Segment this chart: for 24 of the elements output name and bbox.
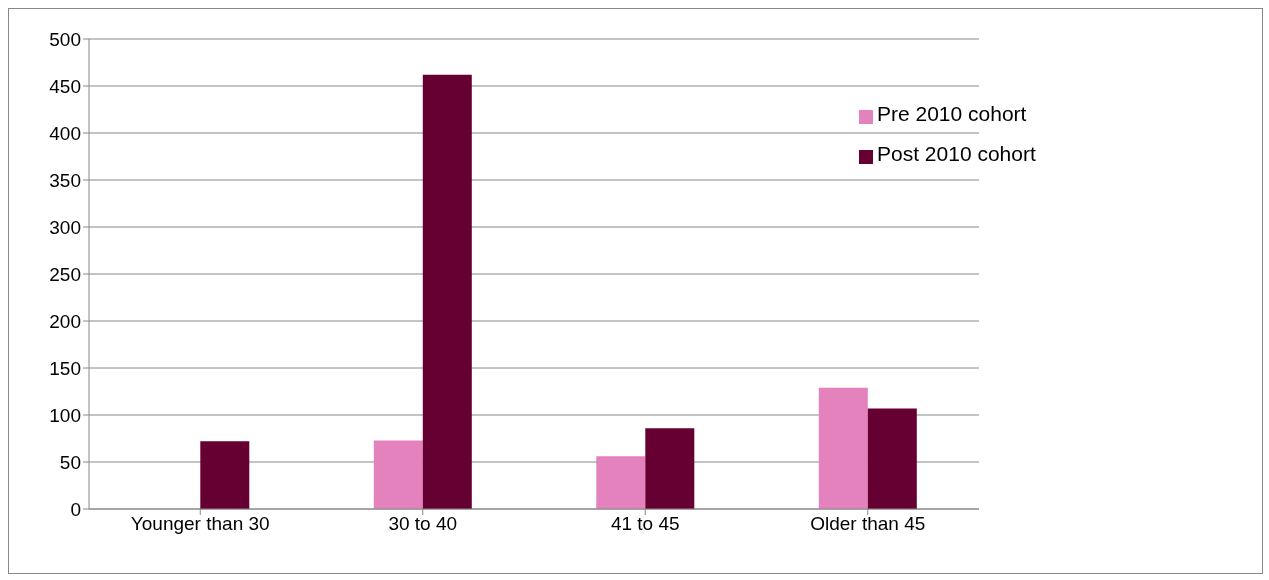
bar: [422, 74, 472, 509]
bar: [200, 441, 250, 509]
y-tick-label: 500: [49, 28, 81, 50]
y-tick-label: 450: [49, 75, 81, 97]
x-tick-label: 30 to 40: [388, 513, 458, 535]
y-tick-label: 350: [49, 169, 81, 191]
y-tick-label: 250: [49, 263, 81, 285]
bar: [867, 408, 917, 509]
y-tick-label: 400: [49, 122, 81, 144]
bar: [645, 428, 695, 509]
legend-label: Post 2010 cohort: [877, 142, 1036, 165]
legend-label: Pre 2010 cohort: [877, 102, 1027, 125]
bar: [373, 440, 423, 509]
x-tick-label: Older than 45: [810, 513, 926, 535]
bar: [818, 387, 868, 509]
x-tick-label: Younger than 30: [130, 513, 270, 535]
bar: [596, 456, 646, 509]
y-tick-label: 200: [49, 310, 81, 332]
y-tick-label: 0: [70, 498, 81, 520]
y-tick-label: 300: [49, 216, 81, 238]
x-tick-label: 41 to 45: [610, 513, 680, 535]
y-tick-label: 150: [49, 357, 81, 379]
y-tick-label: 50: [59, 451, 81, 473]
y-tick-label: 100: [49, 404, 81, 426]
